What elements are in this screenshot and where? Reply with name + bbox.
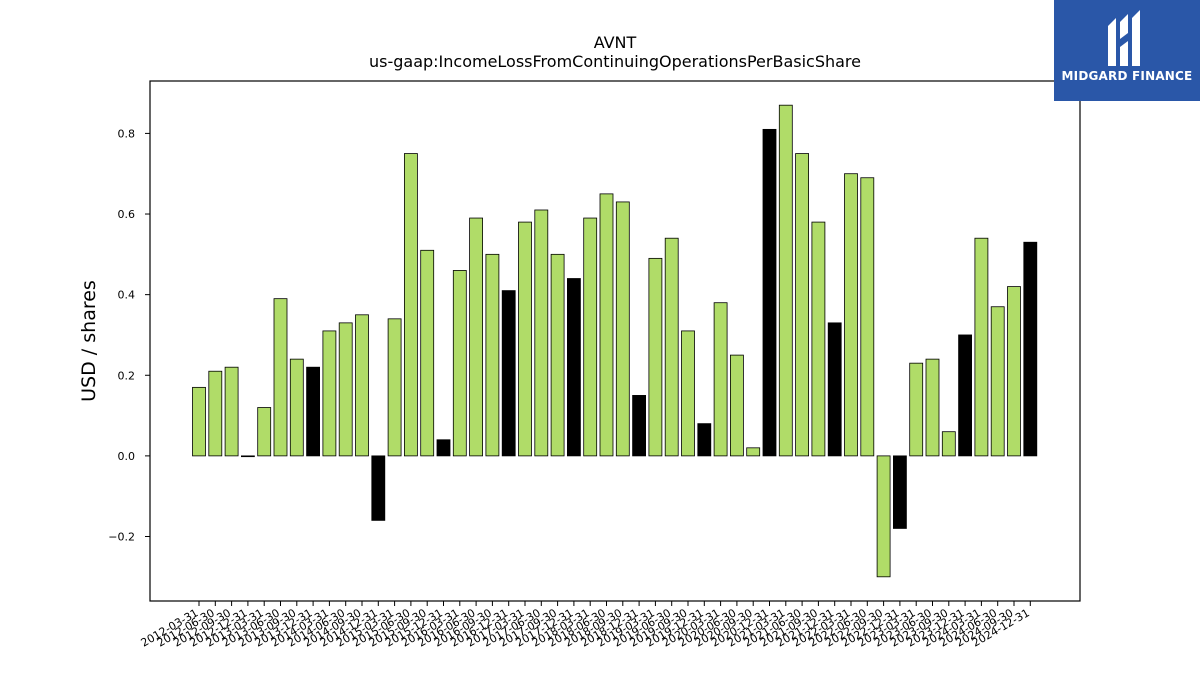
bar-2016-06-30 [469, 217, 484, 457]
bar-2022-12-31 [893, 455, 907, 529]
bar-2020-03-31 [713, 302, 728, 457]
chart-title: AVNT [593, 33, 637, 52]
bar-2022-03-31 [844, 173, 858, 457]
midgard-finance-logo: MIDGARD FINANCE [1054, 0, 1200, 101]
bar-2021-12-31 [827, 322, 842, 457]
bar-2024-03-31 [974, 237, 989, 457]
bar-2021-06-30 [795, 153, 809, 457]
bar-2016-09-30 [485, 253, 500, 457]
bar-2019-09-30 [681, 330, 695, 457]
bar-2013-09-30 [289, 358, 304, 457]
bar-2018-06-30 [599, 193, 614, 457]
bar-2013-06-30 [273, 298, 288, 457]
bar-2013-03-31 [257, 407, 272, 457]
bar-2018-03-31 [583, 217, 598, 457]
y-tick-label: 0.4 [118, 289, 136, 302]
bar-2015-12-31 [436, 439, 451, 457]
y-axis-label: USD / shares [78, 280, 100, 402]
bar-2015-06-30 [403, 153, 418, 457]
bar-2014-09-30 [355, 314, 369, 457]
bar-2023-09-30 [941, 431, 956, 457]
bar-2018-09-30 [615, 201, 630, 457]
bar-2019-12-31 [697, 423, 712, 457]
bar-2012-06-30 [208, 370, 223, 457]
bar-2017-06-30 [534, 209, 549, 457]
bar-2024-09-30 [1007, 286, 1021, 457]
bar-2017-12-31 [567, 278, 581, 457]
y-tick-label: 0.8 [118, 127, 136, 140]
y-tick-label: −0.2 [108, 531, 135, 544]
bar-2016-03-31 [452, 270, 467, 457]
bar-2024-12-31 [1023, 241, 1038, 457]
bar-2019-06-30 [664, 237, 679, 457]
plot-frame [149, 80, 1081, 602]
bar-2019-03-31 [648, 257, 663, 457]
y-tick-label: 0.0 [118, 450, 136, 463]
bar-2024-06-30 [990, 306, 1005, 457]
bar-2015-09-30 [420, 249, 435, 457]
bar-2023-03-31 [909, 362, 924, 457]
bar-2020-09-30 [746, 447, 761, 457]
bar-2012-09-30 [224, 366, 239, 457]
bar-2012-12-31 [240, 455, 255, 458]
bar-2021-03-31 [778, 104, 793, 457]
bar-2023-12-31 [958, 334, 972, 457]
y-tick-label: 0.6 [118, 208, 136, 221]
bar-2021-09-30 [811, 221, 826, 457]
bar-2018-12-31 [632, 395, 646, 457]
midgard-logo-icon [1108, 10, 1140, 66]
bar-2012-03-31 [192, 386, 206, 457]
bar-2022-06-30 [860, 177, 875, 457]
bar-2013-12-31 [306, 366, 321, 457]
y-tick-label: 0.2 [118, 369, 136, 382]
bar-2014-06-30 [338, 322, 353, 457]
bar-2016-12-31 [501, 290, 516, 457]
bar-2022-09-30 [876, 455, 891, 578]
chart-subtitle: us-gaap:IncomeLossFromContinuingOperatio… [368, 52, 861, 71]
bar-2017-09-30 [550, 253, 565, 457]
bar-2014-03-31 [322, 330, 337, 457]
bar-2020-12-31 [762, 128, 777, 457]
bar-2014-12-31 [371, 455, 386, 521]
bar-2015-03-31 [387, 318, 402, 457]
logo-text: MIDGARD FINANCE [1061, 69, 1193, 83]
bar-2020-06-30 [730, 354, 744, 457]
bar-2023-06-30 [925, 358, 940, 457]
bar-2017-03-31 [518, 221, 532, 457]
